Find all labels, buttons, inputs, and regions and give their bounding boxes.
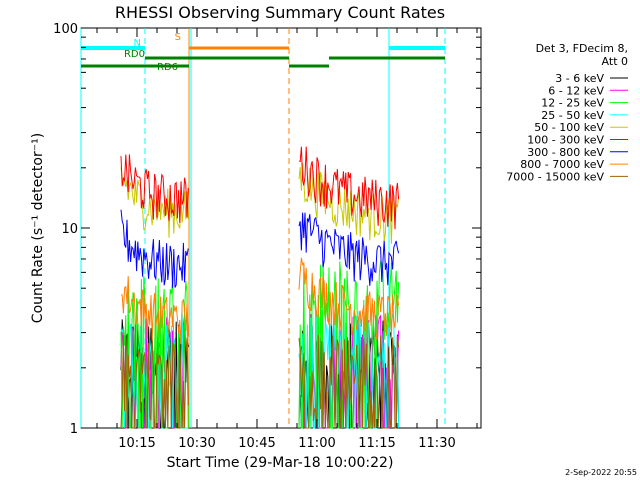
y-tick-label: 10 xyxy=(61,222,78,237)
series-line-7000-to-15000kev xyxy=(120,334,189,429)
legend-label: 12 - 25 keV xyxy=(541,97,604,110)
series-line-50-to-100kev xyxy=(120,167,189,238)
series-line-100-to-300kev xyxy=(298,146,400,230)
flag-label-n: N xyxy=(134,38,141,49)
x-tick-label: 10:30 xyxy=(178,436,215,451)
x-tick-label: 11:15 xyxy=(358,436,395,451)
legend-label: 800 - 7000 keV xyxy=(520,158,604,171)
flag-label-rd0: RD0 xyxy=(124,49,145,60)
flag-label-s: S xyxy=(175,32,181,43)
y-axis-ticks: 1 10 100 xyxy=(53,22,481,437)
y-tick-label: 100 xyxy=(53,22,78,37)
series-line-7000-to-15000kev xyxy=(298,334,400,429)
x-tick-label: 10:15 xyxy=(118,436,155,451)
x-axis-label: Start Time (29-Mar-18 10:00:22) xyxy=(167,455,394,471)
x-tick-label: 11:30 xyxy=(418,436,455,451)
legend-label: 7000 - 15000 keV xyxy=(506,170,604,183)
series-line-100-to-300kev xyxy=(120,154,189,224)
legend-label: 25 - 50 keV xyxy=(541,109,604,122)
legend-label: 3 - 6 keV xyxy=(555,72,604,85)
series-line-800-to-7000kev xyxy=(298,257,400,340)
series-line-12-to-25kev xyxy=(298,260,400,429)
flag-bars: N S RD0 RD6 xyxy=(81,32,445,73)
x-axis-ticks: 10:15 10:30 10:45 11:00 11:15 11:30 xyxy=(96,28,478,451)
x-tick-label: 11:00 xyxy=(298,436,335,451)
series-line-300-to-800kev xyxy=(120,209,189,288)
legend-label: 300 - 800 keV xyxy=(527,146,604,159)
series-line-300-to-800kev xyxy=(298,212,400,286)
series-layer xyxy=(120,146,400,429)
legend-label: 50 - 100 keV xyxy=(534,121,604,134)
legend-label: 6 - 12 keV xyxy=(548,84,604,97)
x-tick-label: 10:45 xyxy=(238,436,275,451)
series-line-800-to-7000kev xyxy=(120,276,189,345)
legend-header-line-2: Att 0 xyxy=(602,55,628,68)
y-axis-label: Count Rate (s⁻¹ detector⁻¹) xyxy=(30,133,46,323)
y-tick-label: 1 xyxy=(70,422,78,437)
footer-timestamp: 2-Sep-2022 20:55 xyxy=(565,468,637,477)
legend-header-line-1: Det 3, FDecim 8, xyxy=(536,42,628,55)
legend-label: 100 - 300 keV xyxy=(527,134,604,147)
flag-label-rd6: RD6 xyxy=(157,62,178,73)
chart-title: RHESSI Observing Summary Count Rates xyxy=(115,3,445,22)
